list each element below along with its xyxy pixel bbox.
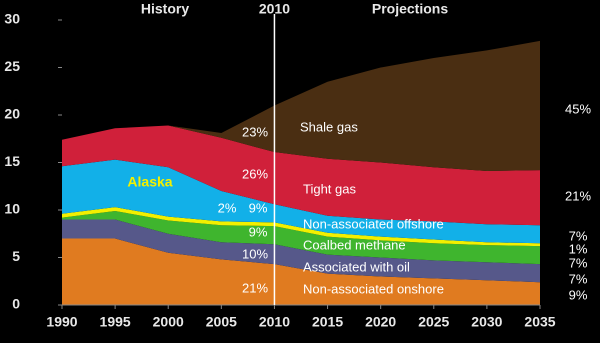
x-tick-label: 2010 — [259, 314, 290, 330]
area — [62, 159, 540, 244]
x-tick-label: 2030 — [471, 314, 502, 330]
end-label: 7% — [569, 228, 588, 243]
annotation: 21% — [242, 280, 268, 295]
annotation: 9% — [249, 224, 268, 239]
y-tick-label: 30 — [4, 11, 20, 27]
area — [62, 219, 540, 283]
area — [62, 210, 540, 265]
annotation: 26% — [242, 166, 268, 181]
annotation: History — [141, 1, 189, 17]
end-label: 7% — [569, 271, 588, 286]
annotation: Alaska — [127, 174, 172, 190]
area — [62, 40, 540, 172]
annotation: Shale gas — [300, 119, 358, 134]
area — [62, 207, 540, 247]
x-tick-label: 2015 — [312, 314, 343, 330]
x-tick-label: 2000 — [153, 314, 184, 330]
end-label: 7% — [569, 255, 588, 270]
x-tick-label: 2035 — [524, 314, 555, 330]
x-tick-label: 2005 — [206, 314, 237, 330]
annotation: 9% — [249, 200, 268, 215]
y-tick-label: 15 — [4, 153, 20, 169]
area — [62, 125, 540, 226]
annotation: 23% — [242, 124, 268, 139]
y-tick-label: 0 — [12, 296, 20, 312]
y-tick-label: 10 — [4, 201, 20, 217]
annotation: 10% — [242, 246, 268, 261]
annotation: Non-associated offshore — [303, 216, 444, 231]
end-label: 45% — [565, 101, 591, 116]
y-tick-label: 25 — [4, 58, 20, 74]
end-label: 21% — [565, 188, 591, 203]
annotation: Non-associated onshore — [303, 281, 444, 296]
y-tick-label: 5 — [12, 248, 20, 264]
end-label: 9% — [569, 287, 588, 302]
annotation: Tight gas — [303, 181, 356, 196]
y-tick-label: 20 — [4, 106, 20, 122]
divider-label: 2010 — [259, 1, 290, 17]
annotation: Coalbed methane — [303, 237, 406, 252]
end-label: 1% — [569, 241, 588, 256]
x-tick-label: 2025 — [418, 314, 449, 330]
x-tick-label: 2020 — [365, 314, 396, 330]
annotation: 2% — [218, 200, 237, 215]
area — [62, 238, 540, 305]
x-tick-label: 1990 — [46, 314, 77, 330]
annotation: Associated with oil — [303, 259, 410, 274]
annotation: Projections — [372, 1, 448, 17]
x-tick-label: 1995 — [100, 314, 131, 330]
